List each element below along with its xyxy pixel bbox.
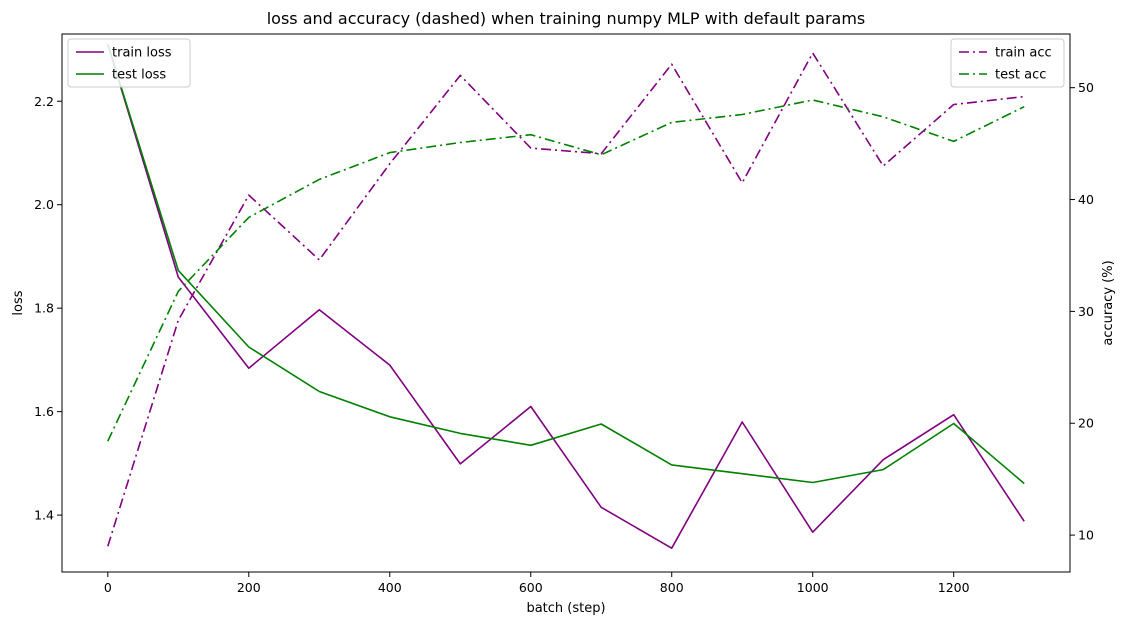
y-left-tick-label: 1.6 — [34, 404, 54, 419]
legend-label-train-acc: train acc — [995, 46, 1052, 61]
legend-label-test-acc: test acc — [995, 68, 1046, 83]
legend-left — [67, 38, 191, 88]
x-axis-label: batch (step) — [526, 601, 605, 616]
y-axis-right-label: accuracy (%) — [1101, 260, 1116, 345]
y-axis-left-label: loss — [11, 290, 26, 315]
x-tick-label: 800 — [660, 580, 684, 595]
x-tick-label: 600 — [519, 580, 543, 595]
legend-label-train-loss: train loss — [112, 46, 172, 61]
plot-frame — [61, 33, 1071, 573]
x-tick-label: 200 — [237, 580, 261, 595]
y-left-tick-label: 2.0 — [34, 197, 54, 212]
y-left-tick-label: 1.4 — [34, 508, 54, 523]
chart-title: loss and accuracy (dashed) when training… — [267, 9, 866, 28]
legend-label-test-loss: test loss — [112, 68, 166, 83]
y-left-tick-label: 2.2 — [34, 94, 54, 109]
y-right-tick-label: 50 — [1078, 80, 1094, 95]
x-tick-label: 1000 — [797, 580, 829, 595]
legend-right — [950, 38, 1065, 88]
y-right-tick-label: 10 — [1078, 528, 1094, 543]
x-tick-label: 400 — [378, 580, 402, 595]
plot-area: 0 200 400 600 800 1000 1200 1.4 1.6 1.8 2.0 2.2 10 20… — [34, 33, 1094, 595]
y-right-tick-label: 40 — [1078, 192, 1094, 207]
x-tick-label: 1200 — [938, 580, 970, 595]
y-right-tick-label: 30 — [1078, 304, 1094, 319]
series-line-test-acc — [107, 99, 1025, 442]
series-line-train-acc — [107, 52, 1025, 547]
x-tick-label: 0 — [104, 580, 112, 595]
series-line-test-loss — [107, 44, 1025, 485]
series-line-train-loss — [107, 44, 1025, 550]
y-left-tick-label: 1.8 — [34, 301, 54, 316]
y-right-tick-label: 20 — [1078, 416, 1094, 431]
